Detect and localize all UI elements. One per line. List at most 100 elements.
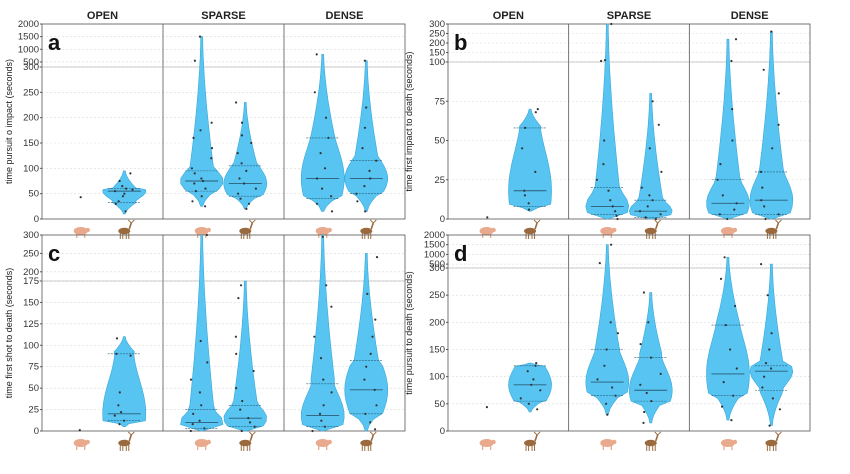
data-point [527, 402, 530, 405]
data-point [117, 404, 120, 407]
data-point [313, 91, 316, 94]
data-point [375, 256, 379, 259]
y-tick-label: 500 [429, 259, 445, 270]
data-point [639, 343, 642, 346]
panel-letter: c [48, 241, 60, 266]
deer-icon-body [765, 439, 778, 447]
data-point [764, 217, 767, 221]
data-point [365, 365, 368, 368]
data-point [368, 169, 371, 172]
data-point [771, 147, 774, 150]
y-tick-label: 100 [23, 340, 39, 351]
data-point [330, 195, 333, 198]
data-point [614, 394, 617, 397]
y-tick-label: 500 [23, 57, 39, 68]
pig-icon [73, 227, 90, 238]
data-point [235, 101, 238, 104]
violin-sparse-pig [180, 233, 224, 433]
data-point [247, 202, 251, 205]
deer-icon-antler [654, 431, 662, 436]
violin-dense-pig [706, 256, 750, 422]
data-point [240, 429, 243, 433]
data-point [245, 169, 248, 172]
data-point [199, 339, 202, 343]
data-point [595, 178, 599, 181]
data-point [763, 205, 766, 208]
data-point [718, 213, 721, 216]
data-point [734, 304, 737, 308]
data-point [731, 108, 734, 111]
data-point [777, 123, 780, 126]
pig-icon [194, 439, 211, 450]
violin-body [344, 253, 389, 432]
pig-icon [600, 227, 617, 238]
data-point [373, 388, 376, 391]
deer-icon-antler [533, 431, 541, 436]
data-point [606, 413, 609, 416]
y-tick-label: 50 [28, 383, 39, 394]
deer-icon-neck [128, 222, 133, 230]
data-point [649, 356, 653, 359]
data-point [253, 425, 256, 428]
data-point [603, 139, 606, 142]
pig-icon-body [315, 227, 330, 235]
data-point [240, 134, 244, 137]
y-tick-label: 150 [23, 138, 39, 149]
data-point [369, 352, 372, 355]
data-point [323, 167, 327, 170]
y-tick-label: 150 [23, 297, 39, 308]
data-point [731, 139, 734, 142]
violin-sparse-deer [629, 291, 673, 424]
data-point [240, 162, 243, 165]
data-point [735, 202, 738, 205]
data-point [638, 210, 642, 213]
data-point [118, 179, 121, 183]
violin-body [585, 244, 630, 415]
pig-icon-head [732, 439, 738, 445]
data-point [321, 235, 324, 238]
data-point [236, 152, 239, 155]
data-point [234, 335, 237, 338]
data-point [121, 185, 124, 188]
data-point [729, 348, 732, 351]
data-point [247, 417, 250, 420]
panel-a: OPEN SPARSE DENSE0501001502002503005001000… [4, 10, 406, 239]
data-point [724, 324, 727, 327]
data-point [732, 394, 735, 397]
y-tick-label: 50 [434, 136, 445, 147]
violin-open-pig [485, 406, 488, 409]
data-point [204, 205, 207, 208]
data-point [519, 397, 522, 400]
data-point [194, 190, 197, 193]
deer-icon-neck [249, 222, 254, 230]
data-point [654, 217, 658, 221]
data-point [526, 370, 529, 373]
data-point [616, 332, 620, 335]
data-point [778, 408, 782, 411]
violin-body [102, 336, 147, 427]
violin-open-deer [102, 336, 147, 427]
data-point [78, 429, 81, 432]
violin-body [749, 263, 794, 426]
y-tick-label: 200 [23, 267, 39, 278]
data-point [598, 262, 601, 265]
data-point [375, 404, 378, 407]
data-point [716, 178, 719, 181]
data-point [327, 136, 330, 139]
data-point [605, 348, 608, 351]
data-point [315, 177, 319, 180]
data-point [610, 243, 613, 246]
deer-icon-body [765, 227, 778, 235]
data-point [730, 59, 733, 63]
data-point [204, 187, 207, 190]
pig-icon-head [85, 227, 90, 233]
deer-icon-antler [369, 219, 377, 224]
y-tick-label: 300 [23, 230, 39, 241]
deer-icon-neck [249, 434, 254, 442]
data-point [616, 217, 619, 221]
y-tick-label: 200 [23, 113, 39, 124]
deer-icon-body [118, 439, 131, 447]
data-point [521, 147, 524, 150]
violin-dense-deer [344, 253, 389, 432]
